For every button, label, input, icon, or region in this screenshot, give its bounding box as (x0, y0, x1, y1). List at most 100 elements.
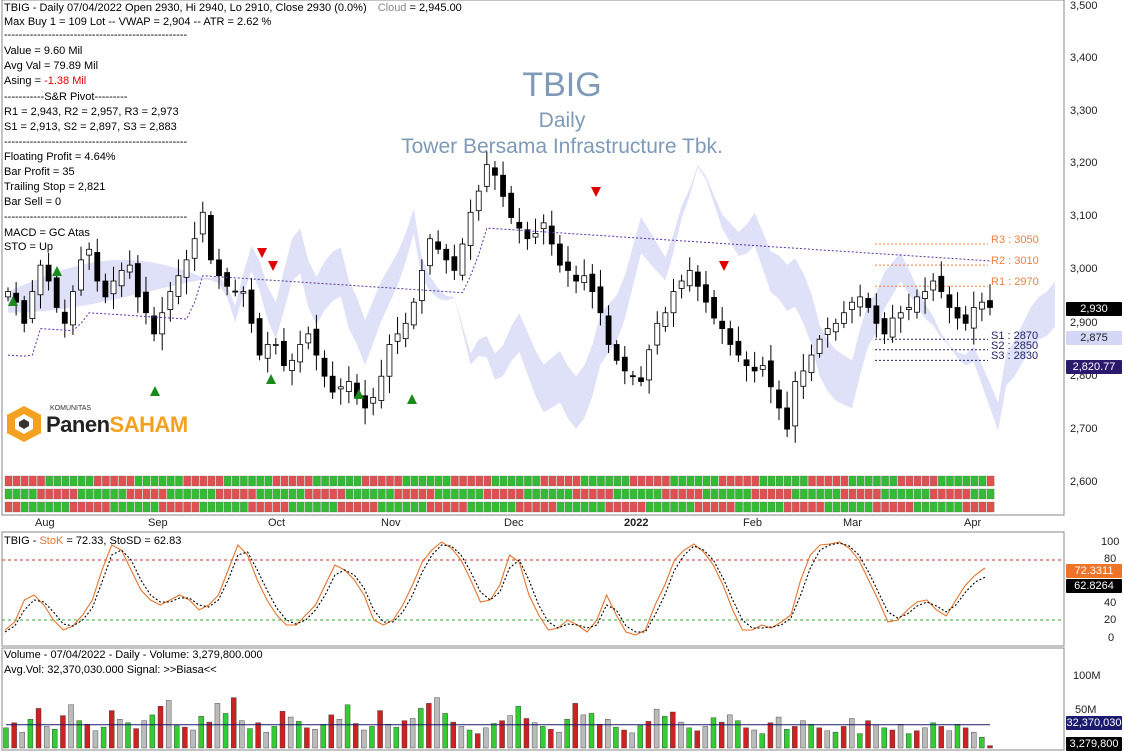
volume-bar (865, 720, 871, 749)
volume-bar (312, 729, 318, 749)
volume-bar (637, 725, 644, 749)
candle-body (841, 312, 847, 324)
s-pivots-line: S1 = 2,913, S2 = 2,897, S3 = 2,883 (4, 121, 177, 133)
signal-bar (475, 488, 483, 500)
signal-bar (670, 475, 678, 487)
volume-bar (279, 711, 286, 749)
volume-bar (141, 720, 147, 749)
signal-bar (86, 475, 94, 487)
signal-bar (394, 488, 402, 500)
volume-bar (702, 726, 709, 749)
chart-period-title: Daily (538, 109, 586, 132)
signal-bar (905, 475, 914, 487)
close-badge: 2,930 (1066, 302, 1122, 316)
signal-bar (353, 488, 362, 500)
signal-bar (678, 475, 686, 487)
candle-body (662, 312, 669, 327)
candle-body (402, 322, 409, 340)
signal-bar (280, 475, 289, 487)
candle-body (703, 284, 709, 303)
signal-bar (248, 501, 256, 513)
signal-bar (613, 488, 621, 500)
candle-body (556, 243, 563, 266)
signal-bar (37, 475, 45, 487)
signal-bar (134, 475, 143, 487)
candle-body (183, 259, 190, 278)
signal-bar (597, 488, 605, 500)
signal-bar (970, 488, 979, 500)
volume-bar (466, 729, 473, 749)
candle-body (889, 317, 896, 338)
stoch-header-values: = 72.33, StoSD = 62.83 (63, 535, 182, 547)
signal-bar (248, 475, 256, 487)
signal-bar (783, 501, 792, 513)
candle-body (21, 300, 28, 324)
candle-body (930, 280, 937, 291)
volume-bar (149, 714, 156, 749)
signal-bar (418, 501, 427, 513)
month-2022: 2022 (624, 517, 649, 529)
signal-bar (775, 475, 784, 487)
signal-bar (410, 488, 419, 500)
volume-bar (52, 729, 58, 749)
signal-bar (621, 488, 630, 500)
signal-bar (215, 501, 224, 513)
stoch-series-stosd (4, 542, 986, 633)
candle-body (475, 190, 482, 212)
signal-bar (938, 488, 946, 500)
signal-bar (808, 475, 816, 487)
signal-bar (321, 501, 329, 513)
volume-bar (540, 726, 546, 749)
candle-body (597, 286, 604, 314)
signal-bar (272, 488, 281, 500)
volume-bar (686, 727, 692, 749)
candle-body (962, 314, 969, 324)
signal-bar (12, 501, 21, 513)
signal-bar (69, 475, 78, 487)
candle-body (345, 381, 352, 392)
candle-body (816, 338, 823, 354)
signal-bar (126, 501, 135, 513)
signal-bar (629, 501, 638, 513)
signal-bar (394, 475, 402, 487)
signal-bar (77, 501, 86, 513)
avgvol-badge: 32,370,030 (1066, 716, 1122, 730)
signal-bar (321, 488, 329, 500)
signal-bar (223, 501, 232, 513)
signal-bar (240, 475, 248, 487)
signal-bar (134, 501, 143, 513)
signal-bar (645, 475, 654, 487)
candle-body (459, 243, 466, 276)
candle-body (151, 315, 157, 335)
signal-bar (45, 475, 53, 487)
price-tick-2600: 2,600 (1070, 476, 1098, 488)
volume-bar (759, 733, 765, 749)
volume-bar (629, 732, 635, 749)
volume-panel-frame (1, 647, 1065, 751)
signal-bar (337, 488, 346, 500)
signal-bar (508, 475, 516, 487)
volume-bar (320, 724, 326, 749)
signal-bar (61, 488, 70, 500)
candle-body (305, 333, 312, 344)
signal-bar (670, 501, 678, 513)
signal-bar (159, 501, 167, 513)
signal-bar (970, 501, 979, 513)
signal-bar (686, 488, 694, 500)
month-feb: Feb (743, 517, 762, 529)
signal-bar (800, 501, 808, 513)
signal-bar (45, 488, 53, 500)
candle-body (508, 192, 515, 218)
candle-body (264, 344, 271, 359)
signal-bar (451, 488, 459, 500)
volume-bar (458, 726, 465, 749)
signal-bar (824, 475, 832, 487)
signal-bar (962, 488, 970, 500)
candle-body (483, 164, 490, 187)
signal-bar (329, 501, 337, 513)
signal-bar (467, 501, 475, 513)
signal-bar (597, 475, 605, 487)
volume-bar (247, 728, 253, 749)
candle-body (321, 357, 328, 377)
